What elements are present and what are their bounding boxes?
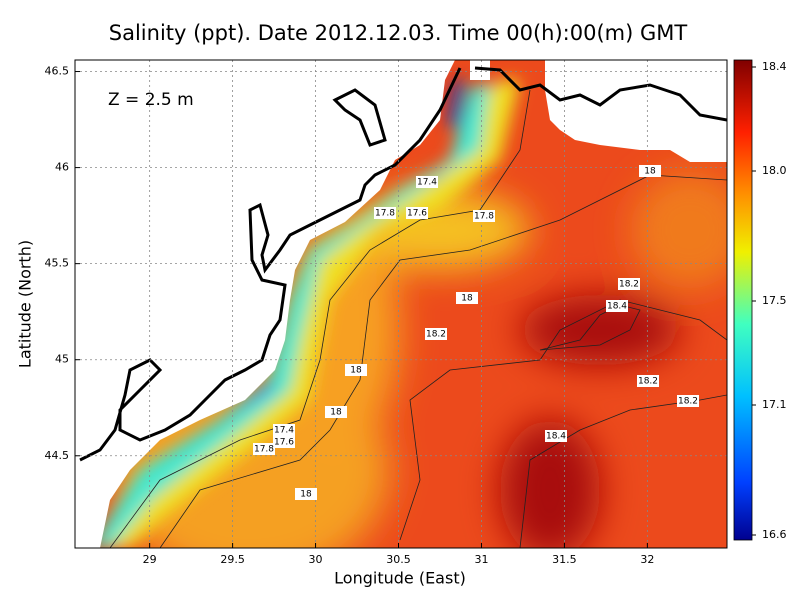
contour-label-box bbox=[406, 207, 428, 219]
contour-label-box bbox=[374, 207, 396, 219]
contour-label-box bbox=[677, 395, 699, 407]
contour-label: 18.4 bbox=[546, 432, 566, 442]
contour-label: 17.6 bbox=[407, 209, 427, 219]
contour-label-box bbox=[295, 488, 317, 500]
contour-label: 18.2 bbox=[619, 280, 639, 290]
contour-label: 18.2 bbox=[638, 377, 658, 387]
plot-frame bbox=[74, 59, 728, 549]
contour-label-box bbox=[618, 278, 640, 290]
contour-label: 17.4 bbox=[417, 178, 437, 188]
y-tick-label: 44.5 bbox=[45, 449, 70, 462]
contour-label: 18.4 bbox=[607, 302, 627, 312]
colorbar-tick-label: 17.1 bbox=[762, 398, 787, 411]
contour-label: 18 bbox=[300, 490, 312, 500]
x-axis-label: Longitude (East) bbox=[334, 569, 466, 588]
colorbar bbox=[733, 59, 753, 541]
contour-label: 18 bbox=[644, 167, 656, 177]
contour-label-box bbox=[425, 328, 447, 340]
contour-label: 17.8 bbox=[254, 445, 274, 455]
contour-label: 17.6 bbox=[274, 438, 294, 448]
contour-label: 18.2 bbox=[426, 330, 446, 340]
contour-label: 17.4 bbox=[274, 426, 294, 436]
colorbar-tick-label: 18.0 bbox=[762, 164, 787, 177]
x-tick-label: 30 bbox=[309, 553, 323, 566]
contour-label: 18.2 bbox=[678, 397, 698, 407]
x-tick-label: 29.5 bbox=[220, 553, 245, 566]
contour-label-box bbox=[325, 406, 347, 418]
y-axis-label: Latitude (North) bbox=[16, 240, 35, 368]
contour-label: 18 bbox=[350, 366, 362, 376]
contour-label-box bbox=[606, 300, 628, 312]
contour-label-box bbox=[416, 176, 438, 188]
contour-label-box bbox=[637, 375, 659, 387]
colorbar-tick-label: 16.6 bbox=[762, 528, 787, 541]
x-tick-label: 31.5 bbox=[552, 553, 577, 566]
y-tick-label: 45.5 bbox=[45, 257, 70, 270]
x-tick-label: 29 bbox=[143, 553, 157, 566]
y-tick-label: 46.5 bbox=[45, 65, 70, 78]
title: Salinity (ppt). Date 2012.12.03. Time 00… bbox=[109, 21, 688, 45]
contour-label-box bbox=[639, 165, 661, 177]
contour-label: 18 bbox=[461, 294, 473, 304]
x-tick-label: 31 bbox=[474, 553, 488, 566]
colorbar-tick-label: 17.5 bbox=[762, 294, 787, 307]
contour-label-box bbox=[456, 292, 478, 304]
contour-label-box bbox=[545, 430, 567, 442]
colorbar-tick-label: 18.4 bbox=[762, 60, 787, 73]
depth-annotation: Z = 2.5 m bbox=[108, 90, 194, 110]
y-tick-label: 45 bbox=[55, 353, 69, 366]
coastline bbox=[79, 66, 727, 462]
contour-label: 17.8 bbox=[375, 209, 395, 219]
contour-label: 18 bbox=[330, 408, 342, 418]
contour-label-box bbox=[253, 443, 275, 455]
contours bbox=[109, 89, 727, 548]
contour-label-box bbox=[273, 436, 295, 448]
x-tick-label: 32 bbox=[640, 553, 654, 566]
contour-label-box bbox=[273, 424, 295, 436]
y-tick-label: 46 bbox=[55, 161, 69, 174]
contour-label-box bbox=[345, 364, 367, 376]
x-tick-label: 30.5 bbox=[386, 553, 411, 566]
contour-label: 17.8 bbox=[474, 212, 494, 222]
contour-label-box bbox=[473, 210, 495, 222]
